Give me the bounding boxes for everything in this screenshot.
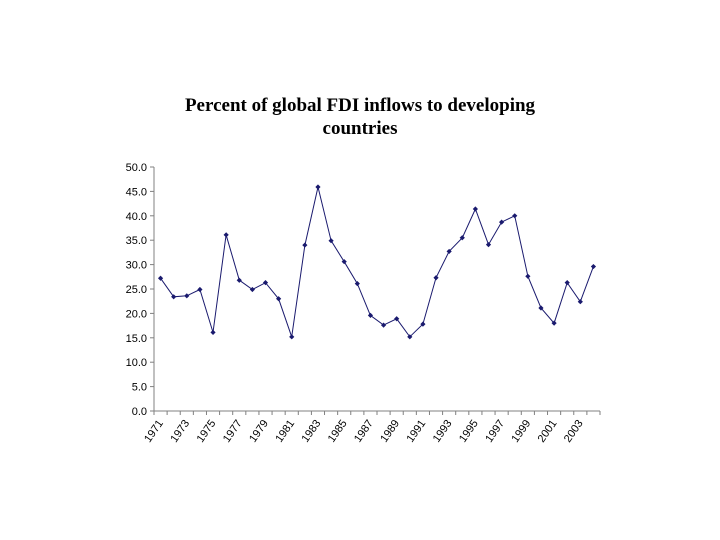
data-point [564,280,570,286]
y-tick-label: 35.0 [126,235,147,247]
data-point [538,305,544,311]
series-line [160,186,594,338]
data-point [157,275,164,281]
data-point [407,334,413,340]
data-point [354,281,360,287]
data-point [249,286,255,293]
x-tick-label: 1995 [457,418,481,445]
data-point [512,213,518,219]
data-point [210,329,216,336]
x-tick-label: 1973 [168,418,192,445]
x-tick-label: 1993 [431,418,455,445]
x-tick-label: 2001 [536,418,560,445]
x-tick-label: 1997 [483,418,507,445]
data-point [420,321,426,327]
x-tick-label: 1979 [247,418,271,445]
data-point [197,286,203,293]
data-point [525,273,531,279]
y-tick-label: 0.0 [132,406,147,418]
x-tick-label: 1971 [142,418,166,445]
data-point [459,235,465,241]
x-tick-label: 1991 [404,418,428,445]
x-tick-label: 2003 [562,418,586,445]
data-point [328,238,334,244]
y-tick-label: 20.0 [126,308,147,320]
x-tick-label: 1999 [509,418,533,445]
data-point [433,275,439,281]
y-tick-label: 5.0 [132,382,147,394]
data-point [590,263,597,270]
x-tick-label: 1975 [195,418,219,445]
data-point [472,206,478,212]
x-axis-ticks: 1971 1973 1975 1977 1979 1981 1983 1985 1987 1989… [142,411,601,445]
x-tick-label: 1989 [378,418,402,445]
x-tick-label: 1977 [221,418,245,445]
x-tick-label: 1983 [300,418,324,445]
y-tick-label: 50.0 [126,162,147,174]
data-point [289,334,295,340]
data-point [276,296,282,302]
y-tick-label: 45.0 [126,186,147,198]
data-point [446,248,452,255]
data-point [394,316,400,322]
y-tick-label: 30.0 [126,260,147,272]
data-point [223,232,229,238]
data-point [499,219,505,225]
data-point [341,259,347,265]
x-tick-label: 1981 [273,418,297,445]
chart-title-line-1: Percent of global FDI inflows to develop… [185,95,536,116]
chart-title-line-2: countries [323,118,398,139]
data-point [315,184,321,190]
data-point [367,312,374,318]
series-layer [157,184,597,340]
data-point [184,293,190,299]
data-point [236,277,242,283]
y-tick-label: 25.0 [126,284,147,296]
data-point [302,242,308,248]
data-point [551,320,557,326]
y-tick-label: 40.0 [126,211,147,223]
y-tick-label: 15.0 [126,333,147,345]
x-tick-label: 1987 [352,418,376,445]
y-tick-label: 10.0 [126,357,147,369]
y-axis-ticks: 0.0 5.0 10.0 15.0 20.0 25.0 30.0 35.0 40.0 45.0 50… [126,162,154,418]
data-point [171,294,177,300]
data-point [485,241,492,248]
data-point [577,299,583,305]
data-point [262,280,269,286]
data-point [380,322,387,328]
x-tick-label: 1985 [326,418,350,445]
